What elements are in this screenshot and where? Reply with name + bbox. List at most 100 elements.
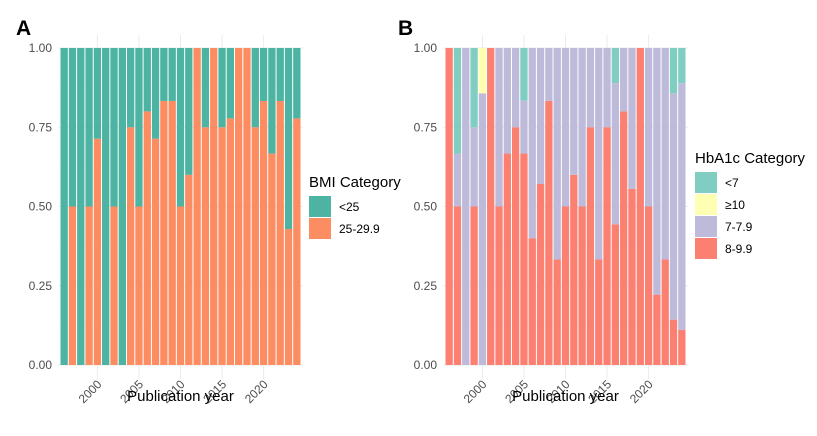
bar-segment [570, 48, 578, 175]
legend-label: 25-29.9 [339, 222, 380, 236]
legend-key [695, 216, 717, 237]
legend-label: 7-7.9 [725, 220, 753, 234]
bar-segment [60, 48, 68, 365]
bar-segment [110, 48, 118, 207]
bar-segment [293, 118, 301, 366]
panel-b-x-axis-title: Publication year [512, 388, 619, 405]
bar-segment [644, 48, 653, 207]
bar-segment [176, 206, 185, 365]
bar-segment [678, 329, 686, 365]
legend-label: <25 [339, 200, 360, 214]
x-tick-label: 2000 [76, 377, 105, 406]
y-tick-label: 0.75 [414, 120, 438, 134]
bar-segment [284, 229, 293, 365]
bar-segment [453, 153, 462, 207]
bar-segment [470, 48, 478, 128]
bar-segment [653, 48, 661, 295]
y-tick-label: 0.50 [414, 200, 438, 214]
bar-segment [168, 48, 176, 101]
bar-segment [462, 48, 470, 365]
bar-segment [185, 48, 193, 175]
bar-segment [503, 48, 511, 154]
panel-b-tag: B [398, 17, 413, 40]
bar-segment [520, 48, 528, 101]
bar-segment [611, 224, 620, 365]
bar-segment [495, 48, 503, 207]
bar-segment [470, 127, 478, 207]
y-tick-label: 1.00 [414, 41, 438, 55]
bar-segment [268, 48, 276, 154]
bar-segment [603, 48, 611, 128]
bar-segment [293, 48, 301, 119]
bar-segment [276, 48, 284, 101]
bar-segment [570, 174, 578, 365]
bar-segment [68, 206, 77, 365]
bar-segment [669, 48, 678, 94]
bar-segment [176, 48, 185, 207]
legend-key [309, 196, 331, 217]
panel-b-legend: HbA1c Category <7 ≥10 7-7.9 8-9.9 [695, 150, 806, 259]
legend-label: 8-9.9 [725, 242, 753, 256]
panel-a-tag: A [16, 17, 31, 40]
bar-segment [678, 48, 686, 84]
panel-a: A 0.000.250.500.751.00 2000 2005 2010 2015 2… [16, 17, 401, 406]
bar-segment [201, 48, 210, 128]
bar-segment [661, 48, 669, 260]
bar-segment [511, 127, 520, 365]
bar-segment [201, 127, 210, 365]
bar-segment [578, 48, 586, 207]
bar-segment [503, 153, 511, 365]
bar-segment [218, 48, 226, 128]
bar-segment [520, 100, 528, 154]
bar-segment [226, 48, 235, 119]
bar-segment [678, 83, 686, 330]
bar-segment [595, 48, 603, 260]
bar-segment [160, 48, 168, 101]
bar-segment [126, 127, 135, 365]
panel-a-legend-title: BMI Category [309, 174, 401, 191]
legend-key [695, 194, 717, 215]
bar-segment [93, 48, 102, 139]
bar-segment [545, 48, 553, 101]
bar-segment [85, 206, 93, 365]
bar-segment [595, 259, 603, 365]
bar-segment [586, 127, 595, 365]
bar-segment [259, 100, 268, 366]
bar-segment [453, 206, 462, 365]
panel-b: B 0.000.250.500.751.00 2000 2005 2010 2015 2… [398, 17, 806, 406]
bar-segment [226, 118, 235, 366]
x-tick-label: 2020 [627, 377, 656, 406]
x-tick-label: 2000 [461, 377, 490, 406]
bar-segment [628, 48, 636, 189]
panel-a-y-ticks: 0.00 0.25 0.50 0.75 1.00 [29, 41, 53, 372]
legend-key [695, 238, 717, 259]
bar-segment [151, 138, 160, 365]
panel-a-x-axis-title: Publication year [127, 388, 234, 405]
bar-segment [143, 48, 151, 112]
bar-segment [528, 48, 536, 239]
bar-segment [669, 93, 678, 320]
bar-segment [536, 183, 545, 365]
y-tick-label: 0.50 [29, 200, 53, 214]
bar-segment [495, 206, 503, 365]
y-tick-label: 0.00 [414, 358, 438, 372]
panel-a-bars [60, 48, 301, 366]
legend-label: <7 [725, 176, 739, 190]
bar-segment [553, 48, 561, 260]
y-tick-label: 0.75 [29, 120, 53, 134]
bar-segment [653, 294, 661, 365]
bar-segment [661, 259, 669, 365]
bar-segment [561, 48, 570, 207]
bar-segment [102, 48, 110, 365]
bar-segment [235, 48, 243, 365]
bar-segment [193, 48, 201, 365]
bar-segment [628, 188, 636, 365]
bar-segment [168, 100, 176, 366]
y-tick-label: 1.00 [29, 41, 53, 55]
bar-segment [143, 111, 151, 366]
panel-b-y-ticks: 0.00 0.25 0.50 0.75 1.00 [414, 41, 438, 372]
bar-segment [578, 206, 586, 365]
bar-segment [586, 48, 595, 128]
bar-segment [185, 174, 193, 365]
y-tick-label: 0.00 [29, 358, 53, 372]
